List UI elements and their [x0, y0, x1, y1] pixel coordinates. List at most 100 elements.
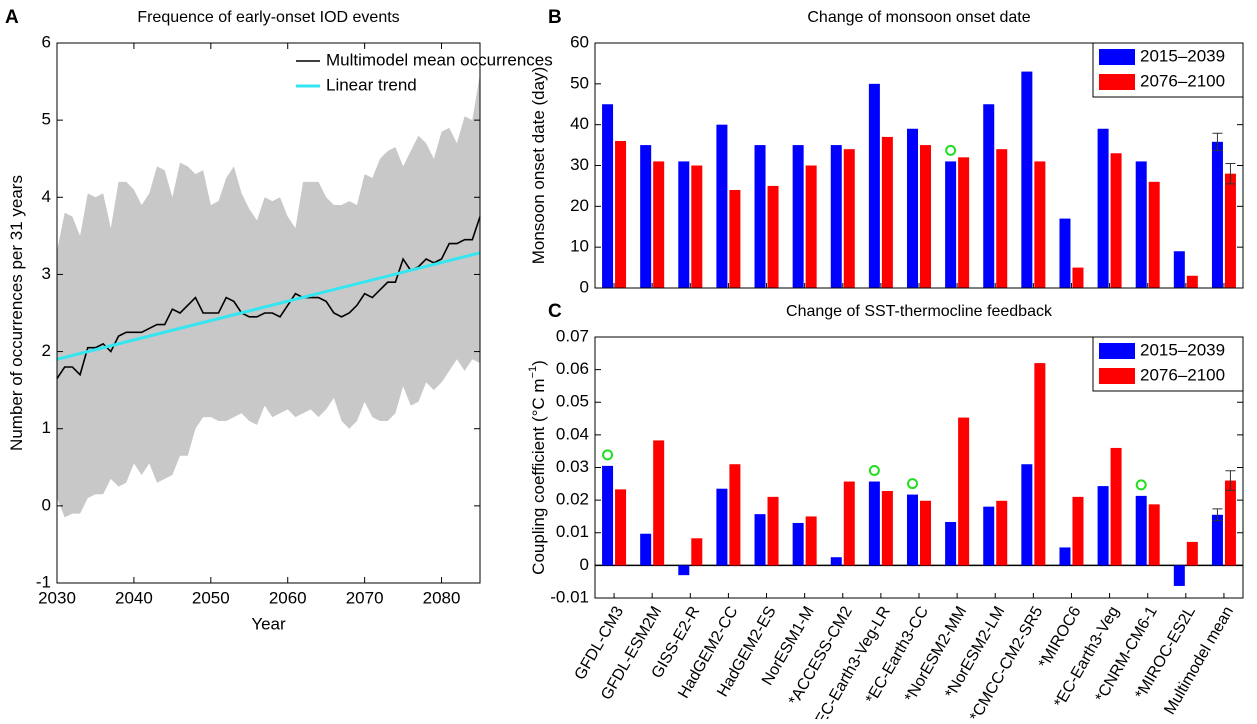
highlight-circle: [945, 144, 957, 156]
bar: [920, 145, 931, 288]
legend-swatch: [1099, 368, 1135, 384]
y-tick-label: -0.01: [550, 587, 589, 606]
y-tick-label: 0: [580, 555, 589, 574]
y-tick-label: 0: [42, 495, 51, 514]
bar: [945, 521, 957, 566]
bar: [1059, 547, 1071, 566]
x-tick-label: 2050: [192, 588, 230, 607]
bar: [1173, 251, 1185, 288]
bar: [602, 465, 614, 566]
bar: [678, 565, 690, 576]
y-tick-label: 5: [42, 110, 51, 129]
bar: [716, 124, 728, 289]
bar: [1211, 141, 1223, 288]
bar: [792, 145, 804, 288]
bar: [716, 488, 728, 566]
y-label-sup: −1: [527, 366, 539, 379]
bar: [1097, 486, 1109, 566]
chart-title: Change of monsoon onset date: [807, 9, 1030, 26]
bar: [996, 149, 1008, 288]
bar: [1110, 447, 1122, 566]
bar: [678, 161, 690, 288]
bar: [1021, 71, 1033, 288]
bar: [754, 145, 766, 288]
series-line: [56, 216, 481, 380]
y-tick-label: 6: [42, 32, 51, 51]
bar: [1186, 541, 1198, 566]
x-tick-label: Multimodel mean: [1161, 604, 1237, 718]
y-axis-label: Coupling coefficient (°C m−1): [527, 360, 549, 575]
bar: [907, 494, 918, 566]
bar: [653, 440, 665, 566]
error-bar: [1225, 470, 1236, 491]
bar: [868, 83, 880, 288]
bar: [691, 165, 703, 288]
legend-label: 2076–2100: [1140, 71, 1225, 90]
y-tick-label: 0.07: [556, 326, 589, 345]
bar: [1224, 480, 1236, 566]
error-bar: [1212, 508, 1223, 522]
bar: [640, 533, 652, 566]
range-band: [57, 73, 480, 518]
axes-frame: [56, 42, 481, 584]
bar: [1021, 464, 1033, 566]
bar: [653, 161, 665, 288]
bar: [996, 500, 1008, 566]
bar: [691, 538, 703, 566]
bar: [958, 417, 970, 566]
bar: [868, 481, 880, 566]
bar: [1135, 161, 1147, 288]
y-label-text: Coupling coefficient (°C m: [529, 378, 548, 574]
legend-label: Multimodel mean occurrences: [326, 50, 553, 69]
y-tick-label: 50: [570, 73, 589, 92]
legend-label: 2076–2100: [1140, 365, 1225, 384]
chart-title: Change of SST-thermocline feedback: [786, 303, 1053, 320]
bar: [1224, 173, 1236, 288]
y-tick-label: 30: [570, 155, 589, 174]
y-tick-label: 2: [42, 341, 51, 360]
bar: [805, 516, 817, 566]
highlight-circle: [602, 449, 614, 461]
bar: [1059, 218, 1071, 288]
x-tick-label: 2060: [269, 588, 307, 607]
bar: [881, 136, 893, 288]
y-tick-label: 3: [42, 264, 51, 283]
y-tick-label: 10: [570, 237, 589, 256]
bar: [792, 522, 804, 566]
bar: [615, 141, 627, 288]
bar: [1135, 495, 1147, 566]
legend-label: Linear trend: [326, 75, 417, 94]
bar: [767, 185, 779, 288]
bar: [1097, 128, 1109, 288]
y-axis-label: Monsoon onset date (day): [529, 67, 548, 265]
y-tick-label: 0.03: [556, 457, 589, 476]
x-tick-label: 2080: [423, 588, 461, 607]
error-bar: [1212, 132, 1223, 151]
bar: [958, 157, 970, 288]
x-tick-label: 2030: [38, 588, 76, 607]
bar: [1173, 565, 1185, 586]
y-label-text: Monsoon onset date (day): [529, 67, 548, 265]
bar: [1148, 504, 1160, 566]
bar: [843, 149, 855, 288]
chart-title: Frequence of early-onset IOD events: [137, 9, 399, 26]
bar: [729, 464, 741, 566]
bar: [1034, 363, 1046, 566]
bar: [1072, 267, 1084, 288]
bar: [640, 145, 652, 288]
panel-label: B: [548, 7, 562, 28]
bar: [983, 506, 995, 566]
y-tick-label: 0.01: [556, 522, 589, 541]
y-tick-label: 0.02: [556, 490, 589, 509]
y-label-text: Number of occurrences per 31 years: [7, 175, 26, 451]
bar: [907, 128, 918, 288]
legend-swatch: [1099, 343, 1135, 359]
legend-swatch: [1099, 74, 1135, 90]
bar: [945, 161, 957, 288]
highlight-circle: [907, 478, 918, 490]
bar: [1211, 514, 1223, 566]
highlight-circle: [1135, 479, 1147, 491]
bar: [983, 104, 995, 288]
highlight-circle: [868, 465, 880, 477]
